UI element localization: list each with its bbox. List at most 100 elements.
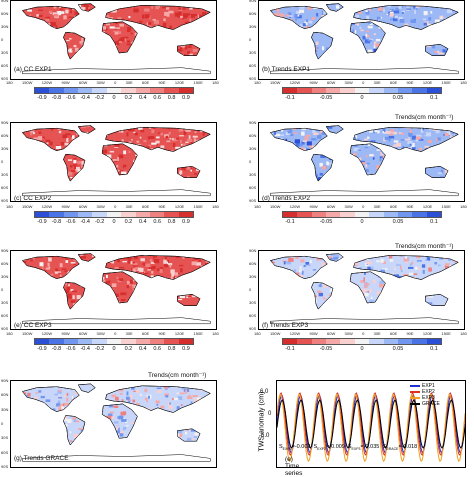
colorbar-tick: 0.9	[182, 95, 190, 101]
colorbar-swatch	[412, 212, 426, 217]
lon-label: 90E	[158, 331, 165, 336]
lon-label: 150W	[22, 204, 32, 209]
colorbar-swatch	[283, 212, 297, 217]
lon-label: 60E	[390, 204, 397, 209]
colorbar-swatch	[179, 88, 193, 93]
lon-label: 150E	[194, 331, 203, 336]
lon-label: 30E	[126, 331, 133, 336]
lon-label: 120E	[175, 331, 184, 336]
lon-label: 150E	[194, 80, 203, 85]
lat-label: 90N	[1, 248, 8, 253]
colorbar-tick: -0.8	[52, 219, 61, 225]
lon-label: 0	[362, 331, 364, 336]
colorbar-swatch	[369, 88, 383, 93]
colorbar-tick: 0	[360, 219, 363, 225]
colorbar-swatch	[297, 88, 311, 93]
lon-label: 90W	[309, 331, 317, 336]
colorbar-swatch	[326, 339, 340, 344]
lat-label: 60S	[249, 63, 256, 68]
lon-label: 90E	[406, 331, 413, 336]
lon-label: 120W	[42, 80, 52, 85]
colorbar-tick: 0.4	[139, 95, 147, 101]
lat-label: 30N	[249, 274, 256, 279]
lon-label: 30E	[374, 80, 381, 85]
colorbar-tick: -0.6	[66, 346, 75, 352]
legend-swatch	[410, 391, 420, 393]
colorbar-swatch	[326, 212, 340, 217]
lon-label: 90E	[406, 80, 413, 85]
lat-label: 60N	[1, 261, 8, 266]
colorbar-swatch	[35, 339, 49, 344]
lat-label: 90S	[249, 326, 256, 331]
lat-label: 60N	[249, 133, 256, 138]
lon-label: 60E	[142, 80, 149, 85]
land-1	[326, 126, 343, 134]
colorbar-swatch	[136, 339, 150, 344]
legend-swatch	[410, 403, 420, 405]
colorbar-tick: 0.1	[430, 219, 438, 225]
colorbar-tick: -0.6	[66, 219, 75, 225]
map-e-land	[11, 251, 216, 329]
colorbar-swatch	[297, 212, 311, 217]
colorbar-tick: -0.8	[52, 95, 61, 101]
cc-colorbar-e	[34, 338, 194, 345]
colorbar-tick: -0.2	[95, 95, 104, 101]
lon-label: 120E	[423, 80, 432, 85]
panel-f-title: Trends(cm month⁻¹)	[395, 242, 453, 250]
panel-d-label: (d) Trends EXP2	[262, 195, 310, 202]
colorbar-tick: -0.1	[285, 95, 294, 101]
lon-label: 180	[460, 331, 467, 336]
map-c	[10, 122, 217, 202]
panel-b-label: (b) Trends EXP1	[262, 66, 310, 73]
lat-label: 60N	[249, 11, 256, 16]
colorbar-swatch	[312, 88, 326, 93]
lon-label: 60E	[142, 331, 149, 336]
lat-label: 30N	[1, 407, 8, 412]
lat-label: 90S	[249, 76, 256, 81]
colorbar-swatch	[412, 88, 426, 93]
lat-label: 60N	[1, 392, 8, 397]
lon-label: 150E	[442, 80, 451, 85]
colorbar-tick: 0.1	[430, 346, 438, 352]
lon-label: 150W	[22, 331, 32, 336]
colorbar-swatch	[49, 88, 63, 93]
lon-label: 150E	[442, 204, 451, 209]
lon-label: 120E	[175, 80, 184, 85]
colorbar-swatch	[35, 212, 49, 217]
colorbar-swatch	[78, 339, 92, 344]
colorbar-tick: -0.2	[95, 346, 104, 352]
colorbar-swatch	[283, 88, 297, 93]
colorbar-tick: -0.1	[285, 346, 294, 352]
map-f-land	[259, 251, 464, 329]
colorbar-swatch	[179, 339, 193, 344]
ts-ytick-mid: 0	[268, 411, 271, 417]
lon-label: 30W	[97, 204, 105, 209]
colorbar-tick: 0.05	[393, 95, 404, 101]
lat-label: 60N	[1, 133, 8, 138]
colorbar-tick: 0	[112, 219, 115, 225]
legend-swatch	[410, 397, 420, 399]
lon-label: 30W	[97, 331, 105, 336]
lat-label: 90N	[1, 120, 8, 125]
colorbar-swatch	[164, 212, 178, 217]
lat-label: 30S	[1, 172, 8, 177]
lon-label: 180	[460, 80, 467, 85]
colorbar-tick: 0.9	[182, 346, 190, 352]
lon-label: 60W	[79, 331, 87, 336]
colorbar-swatch	[107, 88, 121, 93]
lat-label: 60S	[1, 313, 8, 318]
lat-label: 90S	[1, 326, 8, 331]
colorbar-tick: -0.1	[285, 219, 294, 225]
lat-label: 30S	[249, 50, 256, 55]
colorbar-swatch	[312, 212, 326, 217]
lat-label: 30N	[249, 24, 256, 29]
panel-g-title: Trends(cm month⁻¹)	[148, 371, 206, 379]
colorbar-swatch	[297, 339, 311, 344]
lat-label: 60N	[249, 261, 256, 266]
panel-g-label: (g) Trends GRACE	[14, 455, 69, 462]
lat-label: 60S	[249, 185, 256, 190]
colorbar-tick: 0.2	[125, 95, 133, 101]
colorbar-swatch	[355, 339, 369, 344]
